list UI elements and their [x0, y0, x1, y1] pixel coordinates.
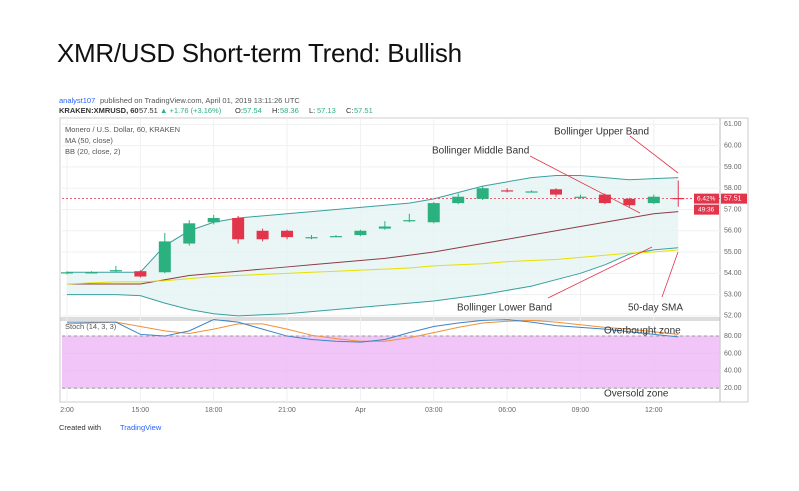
- ohlc-value: 57.54: [243, 106, 262, 115]
- publish-info: published on TradingView.com, April 01, …: [100, 96, 300, 105]
- y-tick-label: 54.00: [724, 270, 742, 277]
- legend-entry: BB (20, close, 2): [65, 147, 121, 156]
- candle-body: [232, 218, 245, 240]
- candle-body: [574, 196, 587, 198]
- pointer: [629, 135, 679, 174]
- y-tick-label: 58.00: [724, 185, 742, 192]
- candle-body: [647, 196, 660, 204]
- candle-body: [134, 271, 147, 277]
- candle-body: [61, 272, 73, 274]
- x-tick-label: 06:00: [498, 407, 516, 414]
- plot: [61, 174, 720, 389]
- candle-body: [85, 272, 98, 274]
- candle-body: [672, 198, 685, 200]
- y-tick-label: 40.00: [724, 368, 742, 375]
- price-tag-bg: [721, 193, 747, 204]
- last-price: 57.51: [139, 106, 158, 115]
- candle-body: [158, 241, 171, 273]
- stoch-label: Stoch (14, 3, 3): [65, 322, 117, 331]
- ohlc-value: 58.36: [280, 106, 299, 115]
- candle-body: [305, 237, 318, 239]
- legend-entry: MA (50, close): [65, 136, 113, 145]
- candle-body: [525, 191, 538, 193]
- labels: 52.00 53.00 54.00 55.00 56.00 57.00 58.00 59.00…: [60, 121, 747, 414]
- symbol: KRAKEN:XMRUSD, 60: [59, 106, 139, 115]
- candle-body: [378, 226, 391, 229]
- ohlc-key: H:: [272, 106, 280, 115]
- y-tick-label: 61.00: [724, 121, 742, 128]
- x-tick-label: 15:00: [132, 407, 150, 414]
- countdown-bg: [694, 204, 719, 215]
- y-tick-label: 60.00: [724, 143, 742, 150]
- author: analyst107: [59, 96, 95, 105]
- band-fill: [67, 175, 679, 316]
- candle-body: [329, 236, 342, 238]
- pointer: [529, 155, 641, 214]
- y-tick-label: 52.00: [724, 313, 742, 320]
- y-tick-label: 20.00: [724, 385, 742, 392]
- candle-body: [598, 194, 611, 204]
- x-tick-label: Apr: [355, 407, 367, 414]
- change-tag: 6.42%: [697, 195, 716, 202]
- candle-body: [281, 230, 294, 238]
- candle-body: [476, 188, 489, 199]
- candle-body: [256, 230, 269, 240]
- footer-text: Created with: [59, 423, 101, 432]
- countdown: 49:36: [698, 206, 715, 213]
- ohlc: O: 57.54 H: 58.36 L: 57.13 C: 57.51: [235, 106, 373, 115]
- footer-brand: TradingView: [120, 423, 162, 432]
- indicator-line: [67, 247, 679, 317]
- candle-body: [550, 189, 562, 195]
- x-tick-label: 2:00: [60, 407, 74, 414]
- annotation: 50-day SMA: [628, 303, 683, 314]
- zone-label: Overbought zone: [604, 326, 681, 337]
- ohlc-value: 57.13: [317, 106, 336, 115]
- ohlc-key: L:: [309, 106, 315, 115]
- candle-body: [403, 220, 416, 222]
- zone-fill: [62, 336, 720, 389]
- y-tick-label: 53.00: [724, 291, 742, 298]
- candle-body: [109, 270, 122, 272]
- y-tick-label: 56.00: [724, 228, 742, 235]
- legend-entry: Monero / U.S. Dollar, 60, KRAKEN: [65, 125, 180, 134]
- y-tick-label: 55.00: [724, 249, 742, 256]
- y-tick-label: 80.00: [724, 333, 742, 340]
- ohlc-value: 57.51: [354, 106, 373, 115]
- annotation: Bollinger Middle Band: [432, 146, 529, 157]
- candle-body: [501, 190, 514, 192]
- chart-frame: [59, 117, 749, 403]
- x-tick-label: 12:00: [645, 407, 663, 414]
- indicator-line: [66, 249, 679, 285]
- change: ▲ +1.76 (+3.16%): [160, 106, 222, 115]
- candle-body: [354, 230, 367, 236]
- annotation: Bollinger Lower Band: [457, 303, 552, 314]
- pointer: [547, 246, 653, 299]
- y-tick-label: 59.00: [724, 164, 742, 171]
- article-title: XMR/USD Short-term Trend: Bullish: [57, 38, 462, 68]
- annotation: Bollinger Upper Band: [554, 127, 649, 138]
- x-tick-label: 18:00: [205, 407, 223, 414]
- candle-body: [452, 196, 465, 204]
- zone-label: Oversold zone: [604, 389, 669, 400]
- ohlc-key: O:: [235, 106, 243, 115]
- candle-body: [183, 223, 196, 244]
- ohlc-key: C:: [346, 106, 354, 115]
- price-tag: 57.51: [724, 195, 742, 202]
- pointer: [661, 251, 679, 298]
- candle-body: [427, 203, 440, 223]
- x-tick-label: 21:00: [278, 407, 296, 414]
- y-tick-label: 60.00: [724, 350, 742, 357]
- stoch-line: [67, 319, 679, 343]
- candle-body: [207, 218, 220, 223]
- change-tag-bg: [694, 193, 719, 204]
- y-tick-label: 57.00: [724, 206, 742, 213]
- indicator-line: [67, 211, 679, 285]
- x-tick-label: 09:00: [572, 407, 590, 414]
- x-tick-label: 03:00: [425, 407, 443, 414]
- candle-body: [623, 198, 636, 206]
